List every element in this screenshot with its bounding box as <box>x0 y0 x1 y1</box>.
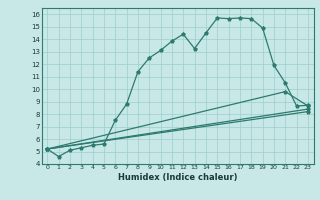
X-axis label: Humidex (Indice chaleur): Humidex (Indice chaleur) <box>118 173 237 182</box>
